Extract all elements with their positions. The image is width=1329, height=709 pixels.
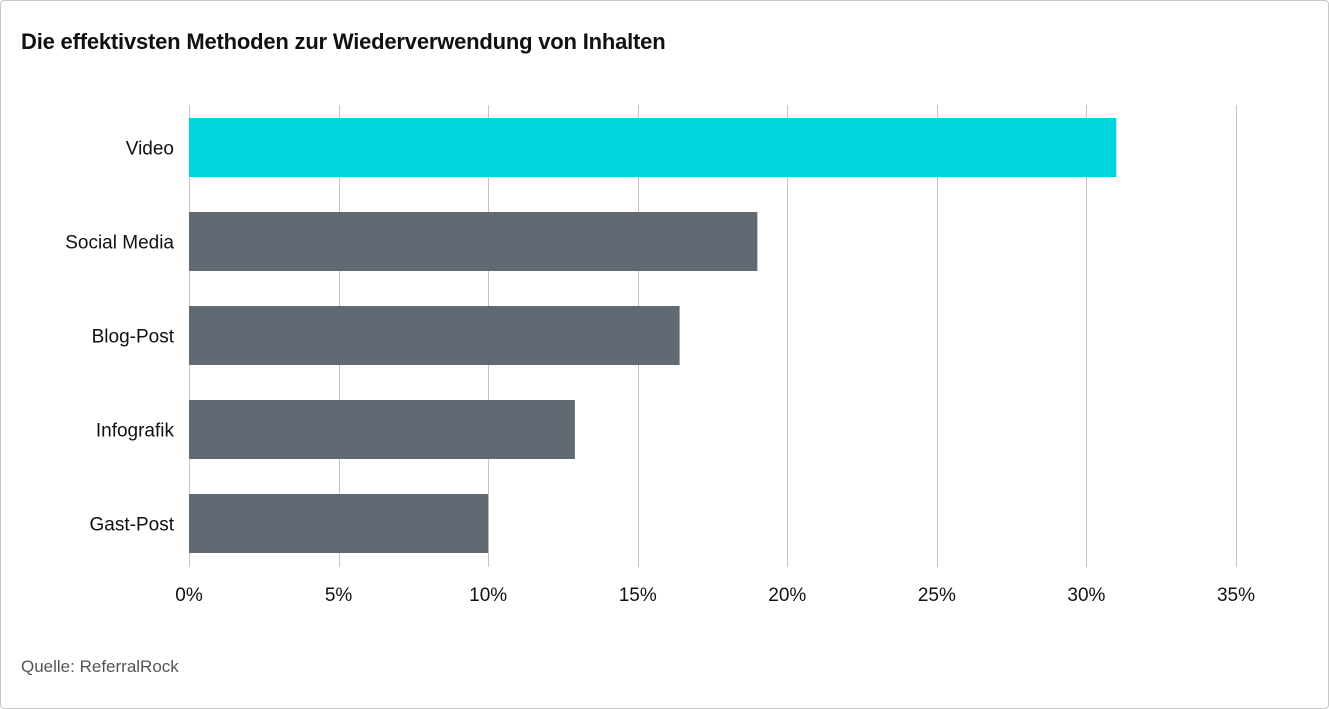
- x-tick-label: 20%: [768, 585, 806, 606]
- category-label: Blog-Post: [92, 327, 175, 348]
- bars: [189, 118, 1117, 553]
- bar: [189, 306, 680, 365]
- category-label: Infografik: [96, 421, 175, 442]
- x-tick-labels: 0% 5% 10% 15% 20% 25% 30% 35%: [175, 585, 1255, 606]
- x-tick-label: 25%: [918, 585, 956, 606]
- x-tick-label: 5%: [325, 585, 353, 606]
- bar: [189, 400, 575, 459]
- chart-title: Die effektivsten Methoden zur Wiederverw…: [21, 29, 666, 54]
- x-tick-label: 35%: [1217, 585, 1255, 606]
- category-labels: Video Social Media Blog-Post Infografik Gast…: [65, 139, 175, 536]
- bar: [189, 118, 1117, 177]
- category-label: Gast-Post: [90, 515, 175, 536]
- x-tick-label: 30%: [1067, 585, 1105, 606]
- category-label: Video: [126, 139, 174, 160]
- bar: [189, 494, 489, 553]
- source-note: Quelle: ReferralRock: [21, 657, 179, 676]
- x-tick-label: 15%: [619, 585, 657, 606]
- bar-chart: Video Social Media Blog-Post Infografik Gast…: [65, 105, 1255, 606]
- bar: [189, 212, 758, 271]
- x-tick-label: 10%: [469, 585, 507, 606]
- x-tick-label: 0%: [175, 585, 203, 606]
- category-label: Social Media: [65, 233, 174, 254]
